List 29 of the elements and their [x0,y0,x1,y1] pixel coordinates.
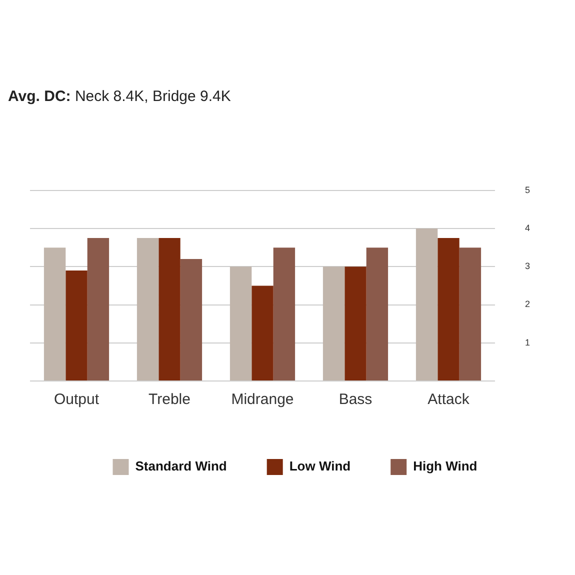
bar [136,238,159,380]
x-tick-label: Output [54,391,100,408]
bar [322,266,345,380]
x-tick-label: Treble [148,391,190,408]
legend-label: Low Wind [289,458,351,474]
bar [44,248,66,380]
bar [273,248,296,380]
y-tick-label: 2 [524,299,530,310]
y-tick-label: 3 [524,261,530,272]
legend-label: High Wind [413,458,478,474]
bar [438,238,460,380]
bar [66,270,88,380]
bar [230,266,252,380]
legend-label: Standard Wind [135,458,227,474]
bar [158,238,180,380]
bar [459,248,482,380]
y-tick-label: 1 [524,337,530,348]
bar [87,238,110,380]
bar [344,266,366,380]
bar [416,228,438,380]
y-tick-label: 4 [524,223,530,234]
x-tick-label: Bass [338,391,372,408]
bar [252,286,274,380]
y-tick-label: 5 [524,184,530,195]
bar [366,248,388,380]
x-tick-label: Attack [428,391,470,408]
chart-title: Avg. DC: Neck 8.4K, Bridge 9.4K [8,88,231,105]
x-tick-label: Midrange [231,391,294,408]
bar [180,259,202,380]
